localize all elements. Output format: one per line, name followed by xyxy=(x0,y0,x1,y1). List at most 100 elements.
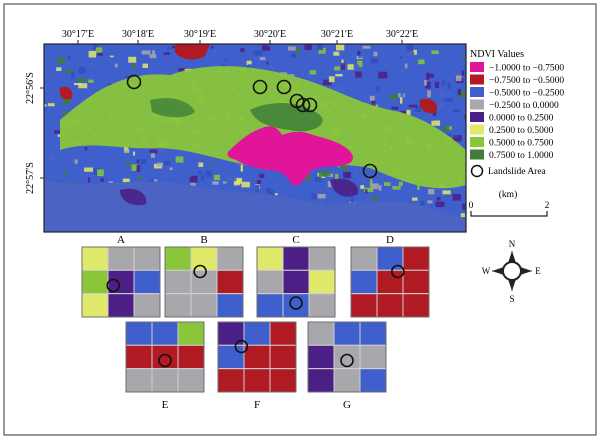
speckle-cell xyxy=(365,189,368,194)
x-tick-label: 30°19′E xyxy=(184,29,216,40)
speckle-cell xyxy=(404,63,408,69)
speckle-cell xyxy=(54,53,60,57)
legend-swatch xyxy=(470,62,484,72)
speckle-cell xyxy=(420,200,425,207)
panel-cell xyxy=(133,269,161,295)
speckle-cell xyxy=(357,55,362,59)
speckle-cell xyxy=(175,156,184,163)
speckle-cell xyxy=(266,61,269,65)
legend-swatch xyxy=(470,124,484,135)
map-border xyxy=(43,43,467,233)
speckle-cell xyxy=(427,200,433,204)
landslide-circle xyxy=(276,79,292,95)
panel-border xyxy=(125,321,205,393)
speckle-cell xyxy=(96,47,103,53)
speckle-cell xyxy=(317,44,323,51)
speckle-cell xyxy=(118,49,126,54)
speckle-cell xyxy=(241,181,250,188)
speckle-cell xyxy=(362,45,371,49)
panel-landslide-circle xyxy=(390,264,405,279)
speckle-cell xyxy=(97,51,103,56)
x-tick-label: 30°21′E xyxy=(321,29,353,40)
panel-cell xyxy=(350,293,378,318)
speckle-cell xyxy=(426,73,435,78)
speckle-cell xyxy=(314,176,322,182)
detail-panel-d: D xyxy=(350,234,430,318)
speckle-cell xyxy=(461,56,466,60)
speckle-cell xyxy=(68,74,74,80)
speckle-cell xyxy=(371,196,378,201)
speckle-cell xyxy=(189,175,198,183)
panel-border xyxy=(350,246,430,318)
speckle-cell xyxy=(240,164,243,172)
legend-item-label: −0.5000 to −0.2500 xyxy=(489,89,564,99)
speckle-cell xyxy=(136,159,139,164)
panel-cell xyxy=(307,344,335,370)
legend-swatch xyxy=(470,99,484,110)
speckle-cell xyxy=(335,173,339,181)
speckle-cell xyxy=(255,185,260,192)
panel-cell xyxy=(402,246,430,271)
panel-cell xyxy=(81,246,109,271)
speckle-cell xyxy=(133,151,136,156)
panel-cell xyxy=(269,368,297,393)
detail-panel-e: E xyxy=(125,321,205,411)
speckle-cell xyxy=(425,81,431,89)
speckle-cell xyxy=(222,181,227,184)
speckle-cell xyxy=(150,151,155,158)
speckle-cell xyxy=(210,45,214,49)
speckle-cell xyxy=(391,106,399,110)
speckle-cell xyxy=(56,57,66,64)
detail-panel-g: G xyxy=(307,321,387,411)
north-arrow: N S W E xyxy=(482,239,542,304)
speckle-cell xyxy=(114,63,118,68)
panel-cell xyxy=(216,269,244,295)
speckle-cell xyxy=(370,58,379,64)
speckle-cell xyxy=(167,46,176,49)
speckle-cell xyxy=(437,102,445,109)
panel-cell xyxy=(350,246,378,271)
speckle-cell xyxy=(442,80,446,85)
speckle-cell xyxy=(457,89,462,96)
speckle-cell xyxy=(84,167,93,172)
panel-cell xyxy=(350,269,378,295)
panel-cell xyxy=(133,246,161,271)
speckle-cell xyxy=(136,165,141,172)
speckle-cell xyxy=(90,62,97,67)
speckle-cell xyxy=(247,64,256,69)
speckle-cell xyxy=(58,79,61,84)
panel-cell xyxy=(282,269,310,295)
compass-north-pointer xyxy=(508,251,516,263)
panel-border xyxy=(164,246,244,318)
speckle-cell xyxy=(357,50,361,57)
scale-line xyxy=(470,211,548,217)
speckle-cell xyxy=(376,86,380,92)
speckle-cell xyxy=(44,75,52,79)
speckle-cell xyxy=(201,174,204,181)
speckle-cell xyxy=(442,126,450,132)
panel-cell xyxy=(307,321,335,346)
speckle-cell xyxy=(190,183,196,188)
speckle-cell xyxy=(370,183,379,190)
red-patch-east xyxy=(419,98,438,114)
speckle-cell xyxy=(262,45,270,51)
panel-cell xyxy=(125,368,153,393)
panel-cell xyxy=(151,321,179,346)
speckle-cell xyxy=(351,64,360,71)
panel-cell xyxy=(243,321,271,346)
speckle-cell xyxy=(122,178,130,183)
speckle-cell xyxy=(439,91,446,97)
speckle-cell xyxy=(48,155,55,160)
legend-title: NDVI Values xyxy=(470,49,524,60)
speckle-cell xyxy=(205,170,212,177)
detail-panels: A B C D E F G xyxy=(81,234,430,411)
ndvi-legend: NDVI Values −1.0000 to −0.7500 −0.7500 to… xyxy=(470,49,564,178)
speckle-cell xyxy=(100,178,104,182)
speckle-cell xyxy=(141,50,151,55)
panel-label: B xyxy=(200,234,207,246)
panel-landslide-circle xyxy=(340,353,354,368)
panel-cell xyxy=(269,321,297,346)
speckle-cell xyxy=(413,49,417,55)
speckle-cell xyxy=(62,98,71,105)
panel-landslide-circle xyxy=(193,264,207,279)
